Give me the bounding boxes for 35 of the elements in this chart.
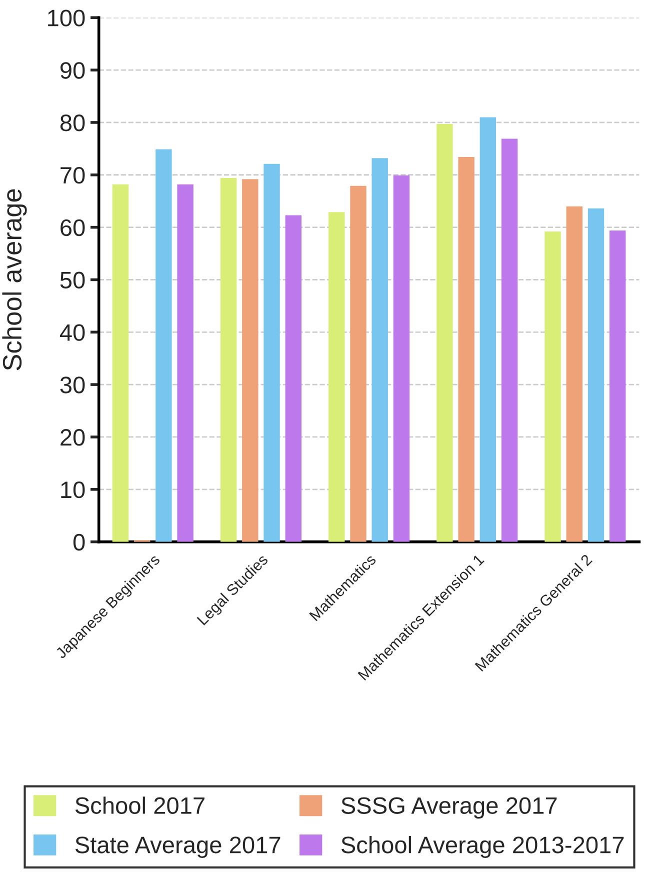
bar [566,206,582,542]
legend-label: SSSG Average 2017 [341,797,557,819]
bar [177,184,194,542]
bar [480,117,496,542]
y-tick-label: 10 [61,481,85,498]
bar [436,124,453,542]
bar [285,215,302,542]
y-tick-label: 70 [60,166,85,184]
bar [220,178,237,542]
bar [588,208,604,542]
bar [350,186,366,542]
y-tick-label: 40 [60,324,85,341]
bar [372,158,388,542]
bar [610,230,626,542]
bar [112,184,129,542]
bar [264,164,280,542]
y-tick-label: 90 [60,62,85,79]
y-tick-label: 100 [48,10,85,26]
legend-label: School 2017 [75,796,204,814]
legend-label: State Average 2017 [75,836,280,858]
bar [501,138,518,542]
bar [328,212,345,542]
legend-label: School Average 2013-2017 [341,836,624,858]
y-tick-label: 0 [73,534,85,551]
y-tick-label: 80 [60,114,85,132]
bar [458,157,474,542]
y-tick-label: 50 [60,272,85,289]
y-axis-title: School average [2,189,27,370]
bar [242,179,258,542]
bar [544,231,561,542]
y-tick-label: 60 [60,219,85,236]
y-tick-label: 20 [60,429,85,446]
y-tick-label: 30 [60,376,85,394]
bar [393,175,410,542]
bar [156,149,172,542]
